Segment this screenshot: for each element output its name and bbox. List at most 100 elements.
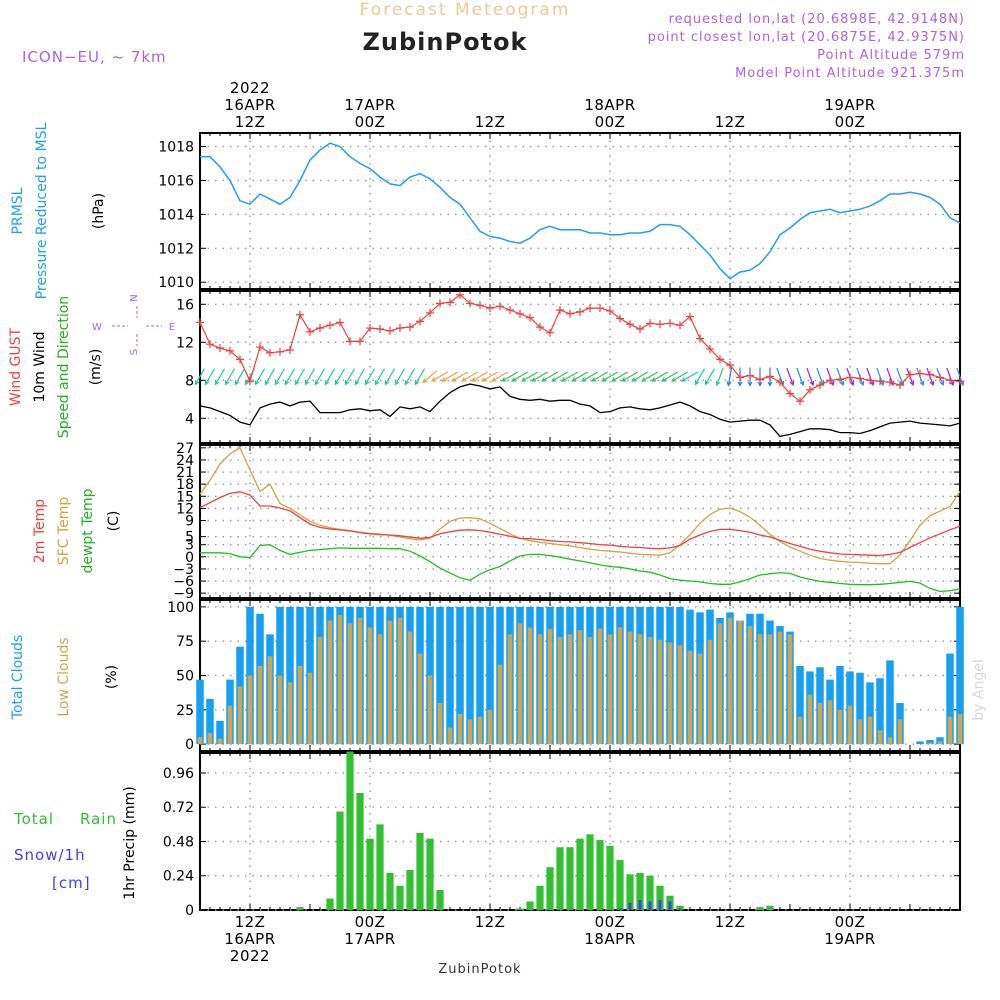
wind-arrow <box>471 371 489 382</box>
wind-arrow <box>384 368 396 385</box>
y-tick-label: 0 <box>185 903 194 919</box>
gust-marker <box>936 373 944 382</box>
total-cloud-bar <box>956 606 964 745</box>
wind-arrow <box>334 368 346 385</box>
wind-panel: 4 8 12 16 Wind GUST 10m Wind Speed and Directi… <box>8 290 965 444</box>
gust-marker <box>646 319 654 328</box>
wind-arrowhead <box>551 377 557 382</box>
time-label: 00Z <box>595 913 626 931</box>
rain-bar <box>526 901 534 910</box>
gust-marker <box>516 309 524 318</box>
legend-total: Total <box>13 810 54 828</box>
low-cloud-bar <box>597 628 603 745</box>
wind-arrow <box>661 371 679 382</box>
wind-arrowhead <box>364 380 370 386</box>
wind-arrowhead <box>601 377 607 382</box>
gust-marker <box>226 346 234 355</box>
low-cloud-bar <box>437 702 443 745</box>
wind-arrowhead <box>809 380 815 387</box>
rain-bar <box>546 867 554 910</box>
low-cloud-bar <box>617 627 623 745</box>
wind-arrow <box>511 371 529 382</box>
wind-arrowhead <box>224 380 230 386</box>
time-label: 00Z <box>835 913 866 931</box>
gust-marker <box>316 324 324 333</box>
pressure-panel: 1010 1012 1014 1016 1018 PRMSL Pressure Reduce… <box>10 122 961 299</box>
dewpoint-line <box>200 544 961 593</box>
gust-marker <box>246 377 254 386</box>
rain-bar <box>336 811 344 910</box>
wind-arrow <box>304 368 316 385</box>
y-tick-label: 16 <box>176 297 194 313</box>
wind-arrowhead <box>324 380 330 386</box>
rain-bar <box>416 832 424 910</box>
requested-coords: requested lon,lat (20.6898E, 42.9148N) <box>669 12 965 27</box>
total-cloud-bar <box>456 606 464 745</box>
gust-marker <box>716 355 724 364</box>
wind-arrowhead <box>849 380 855 387</box>
y-tick-label: 27 <box>176 441 194 457</box>
model-label: ICON−EU, ~ 7km <box>22 48 167 66</box>
gust-marker <box>566 309 574 318</box>
wind-arrowhead <box>581 377 587 382</box>
low-cloud-bar <box>517 623 523 745</box>
y-tick-label: 1014 <box>158 207 194 223</box>
snow-bar <box>648 901 652 910</box>
compass-west: W <box>92 322 102 333</box>
clouds-panel: 0 25 50 75 100 Total Clouds Low Clouds (%) <box>10 599 964 753</box>
wind-arrowhead <box>949 380 955 387</box>
y-tick-label: 0.24 <box>163 869 194 885</box>
wind-arrow <box>264 368 276 385</box>
gust-marker <box>926 370 934 379</box>
snow-bar <box>638 900 642 910</box>
axis-label: SFC Temp <box>56 497 72 566</box>
gust-marker <box>626 320 634 329</box>
wind-arrow <box>481 371 499 382</box>
time-label: 16APR <box>224 930 275 948</box>
gust-marker <box>576 307 584 316</box>
low-cloud-bar <box>817 702 823 745</box>
wind-arrow <box>551 371 569 382</box>
gust-marker <box>616 314 624 323</box>
total-cloud-bar <box>866 682 874 745</box>
gust-marker <box>446 298 454 307</box>
wind-arrowhead <box>501 377 507 382</box>
low-cloud-bar <box>847 705 853 745</box>
total-cloud-bar <box>916 741 924 745</box>
rain-bar <box>366 838 374 910</box>
gust-marker <box>856 374 864 383</box>
low-cloud-bar <box>357 617 363 745</box>
temp-2m-line <box>199 491 961 557</box>
wind-arrow <box>461 371 479 382</box>
axis-label: PRMSL <box>10 187 26 234</box>
total-cloud-bar <box>876 678 884 745</box>
wind-arrow <box>314 368 326 385</box>
gust-marker <box>346 337 354 346</box>
gust-marker <box>906 370 914 379</box>
wind-arrow <box>796 367 804 386</box>
wind-arrowhead <box>234 380 240 386</box>
low-cloud-bar <box>767 634 773 745</box>
gust-marker <box>756 375 764 384</box>
wind-arrowhead <box>294 380 300 386</box>
wind-speed-line <box>199 383 961 438</box>
gust-marker <box>466 299 474 308</box>
low-cloud-bar <box>397 617 403 745</box>
wind-arrowhead <box>694 380 700 386</box>
wind-arrowhead <box>747 381 753 387</box>
wind-arrowhead <box>422 378 428 384</box>
low-cloud-bar <box>527 627 533 745</box>
wind-arrowhead <box>839 380 845 387</box>
rain-bar <box>516 908 524 910</box>
low-cloud-bar <box>287 682 293 745</box>
y-tick-label: 3 <box>185 538 194 554</box>
wind-arrowhead <box>344 380 350 386</box>
wind-arrowhead <box>789 380 795 387</box>
snow-bar <box>658 900 662 910</box>
time-label: 19APR <box>824 930 875 948</box>
wind-arrowhead <box>799 380 805 387</box>
gust-marker <box>776 378 784 387</box>
wind-arrow <box>786 367 794 386</box>
low-cloud-bar <box>627 631 633 745</box>
total-cloud-bar <box>796 665 804 745</box>
